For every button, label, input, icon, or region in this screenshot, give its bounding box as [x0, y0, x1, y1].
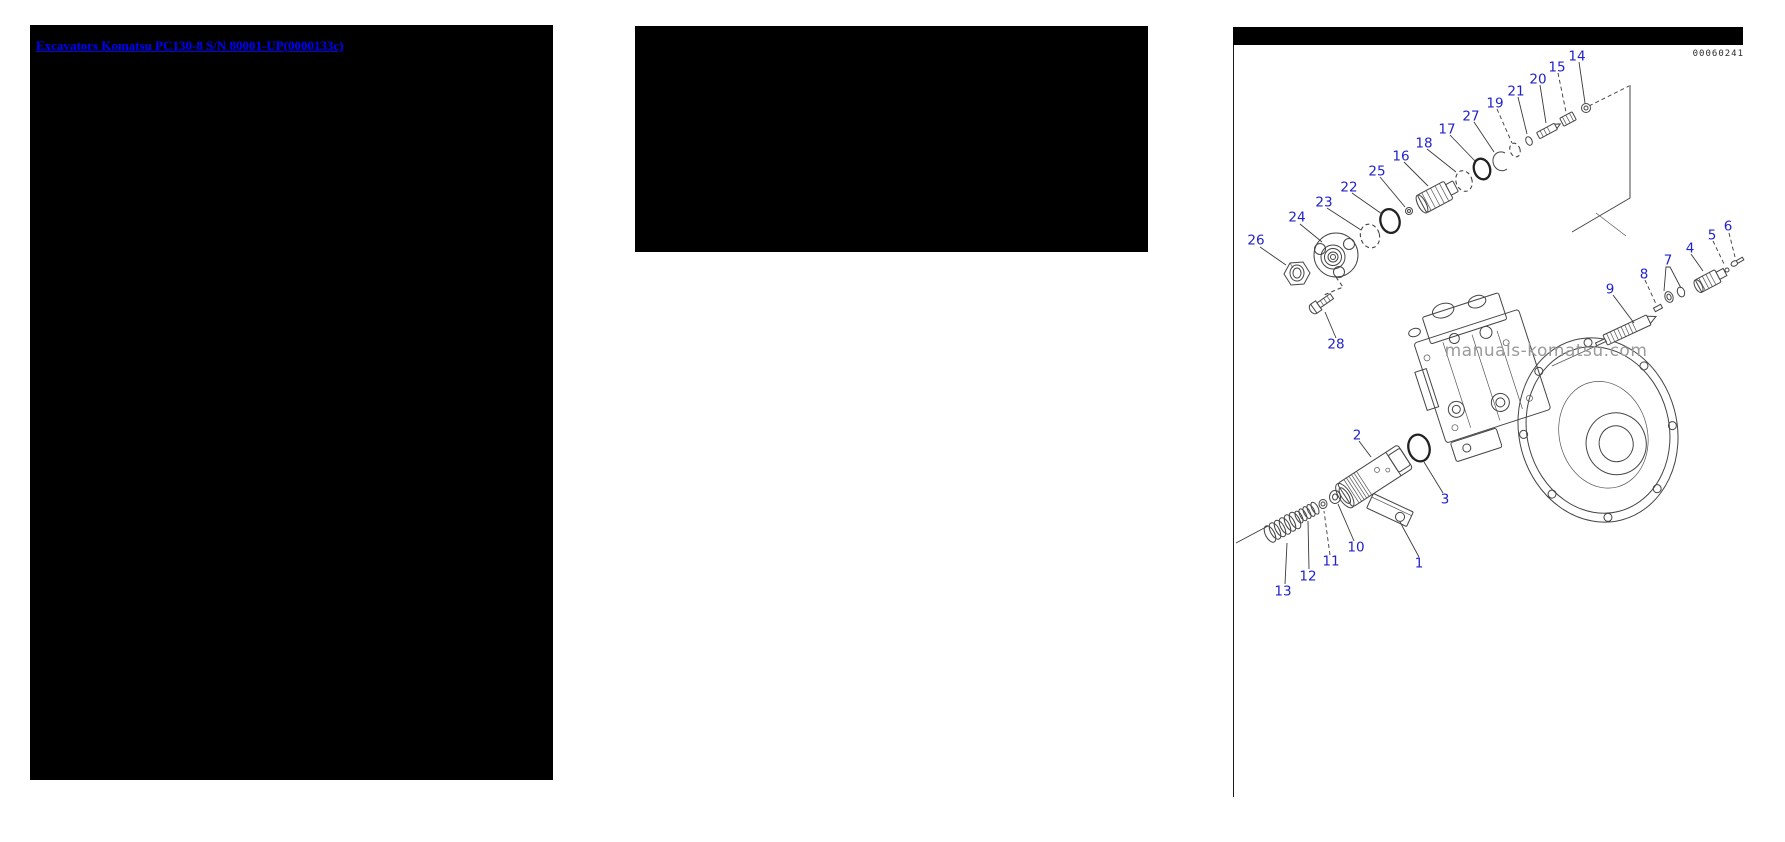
flange-part-24: [1313, 232, 1359, 278]
flange-bolt-link-line: [1323, 276, 1344, 296]
valve-part-20: [1536, 123, 1562, 139]
callout-16: 16: [1392, 148, 1410, 165]
flywheel-housing: [1517, 337, 1679, 523]
callout-2: 2: [1352, 427, 1362, 444]
callout-12: 12: [1299, 568, 1317, 585]
callout-18: 18: [1415, 135, 1433, 152]
callout-6: 6: [1723, 218, 1733, 235]
callout-3: 3: [1440, 491, 1450, 508]
callout-13: 13: [1274, 583, 1292, 600]
callout-22: 22: [1340, 179, 1358, 196]
watermark: manuals-komatsu.com: [1444, 341, 1648, 361]
callout-20: 20: [1529, 71, 1547, 88]
o-ring-part-23: [1359, 223, 1381, 249]
callout-4: 4: [1685, 240, 1695, 257]
pin-part-8: [1652, 303, 1664, 313]
callout-5: 5: [1707, 227, 1717, 244]
callout-23: 23: [1315, 194, 1333, 211]
o-ring-part-22: [1379, 208, 1401, 234]
callout-26: 26: [1247, 232, 1265, 249]
callout-24: 24: [1288, 209, 1306, 226]
plate-edge-line: [1595, 212, 1627, 237]
bolt-part-28: [1308, 292, 1335, 315]
plate-outline: [1571, 85, 1631, 233]
callout-7: 7: [1663, 252, 1673, 269]
nut-part-14: [1581, 103, 1591, 113]
callout-28: 28: [1327, 336, 1345, 353]
valve-part-9: [1594, 314, 1658, 347]
cartridge-part-2: [1335, 445, 1413, 509]
washer-part-10: [1329, 490, 1341, 504]
exploded-parts-drawing: [1235, 61, 1745, 585]
o-ring-part-3: [1407, 433, 1431, 463]
valve9-insert-line: [1551, 340, 1608, 367]
snap-ring-part-27: [1492, 151, 1508, 172]
callout-8: 8: [1639, 266, 1649, 283]
o-ring-part-18: [1455, 170, 1473, 192]
bracket-part-1: [1366, 493, 1414, 527]
callout-21: 21: [1507, 83, 1525, 100]
middle-black-panel: [635, 26, 1148, 252]
plug-part-4: [1693, 267, 1728, 293]
rings-part-7: [1664, 286, 1686, 303]
document-link[interactable]: Excavators Komatsu PC130-8 S/N 80001-UP(…: [36, 38, 344, 53]
callout-25: 25: [1368, 163, 1386, 180]
pump-body: [1408, 292, 1551, 462]
callout-27: 27: [1462, 108, 1480, 125]
leader-lines: [1259, 61, 1736, 585]
screw-part-6: [1730, 256, 1745, 267]
axis-dotted-line: [1588, 85, 1630, 107]
callout-14: 14: [1568, 48, 1586, 65]
callout-15: 15: [1548, 59, 1566, 76]
ring-part-21: [1525, 136, 1533, 146]
o-ring-part-17: [1472, 157, 1492, 181]
drawing-number: 00060241: [1692, 49, 1744, 59]
spring-part-12: [1294, 501, 1320, 524]
plug-part-15: [1559, 111, 1577, 127]
spring-part-13: [1263, 511, 1302, 543]
plug-part-5: [1724, 267, 1730, 273]
left-black-panel: Excavators Komatsu PC130-8 S/N 80001-UP(…: [30, 25, 553, 780]
callout-17: 17: [1438, 121, 1456, 138]
callout-11: 11: [1322, 553, 1340, 570]
callout-1: 1: [1414, 555, 1424, 572]
callout-9: 9: [1605, 281, 1615, 298]
nut-part-25: [1405, 207, 1413, 215]
plug-part-16: [1415, 180, 1459, 214]
callout-10: 10: [1347, 539, 1365, 556]
clip-part-19: [1509, 142, 1521, 158]
callout-19: 19: [1486, 95, 1504, 112]
nut-part-11: [1318, 499, 1328, 509]
diagram-top-bar: [1233, 27, 1743, 45]
diagram-left-border: [1233, 45, 1234, 797]
lower-axis-line: [1235, 525, 1269, 544]
nut-part-26: [1283, 261, 1311, 286]
